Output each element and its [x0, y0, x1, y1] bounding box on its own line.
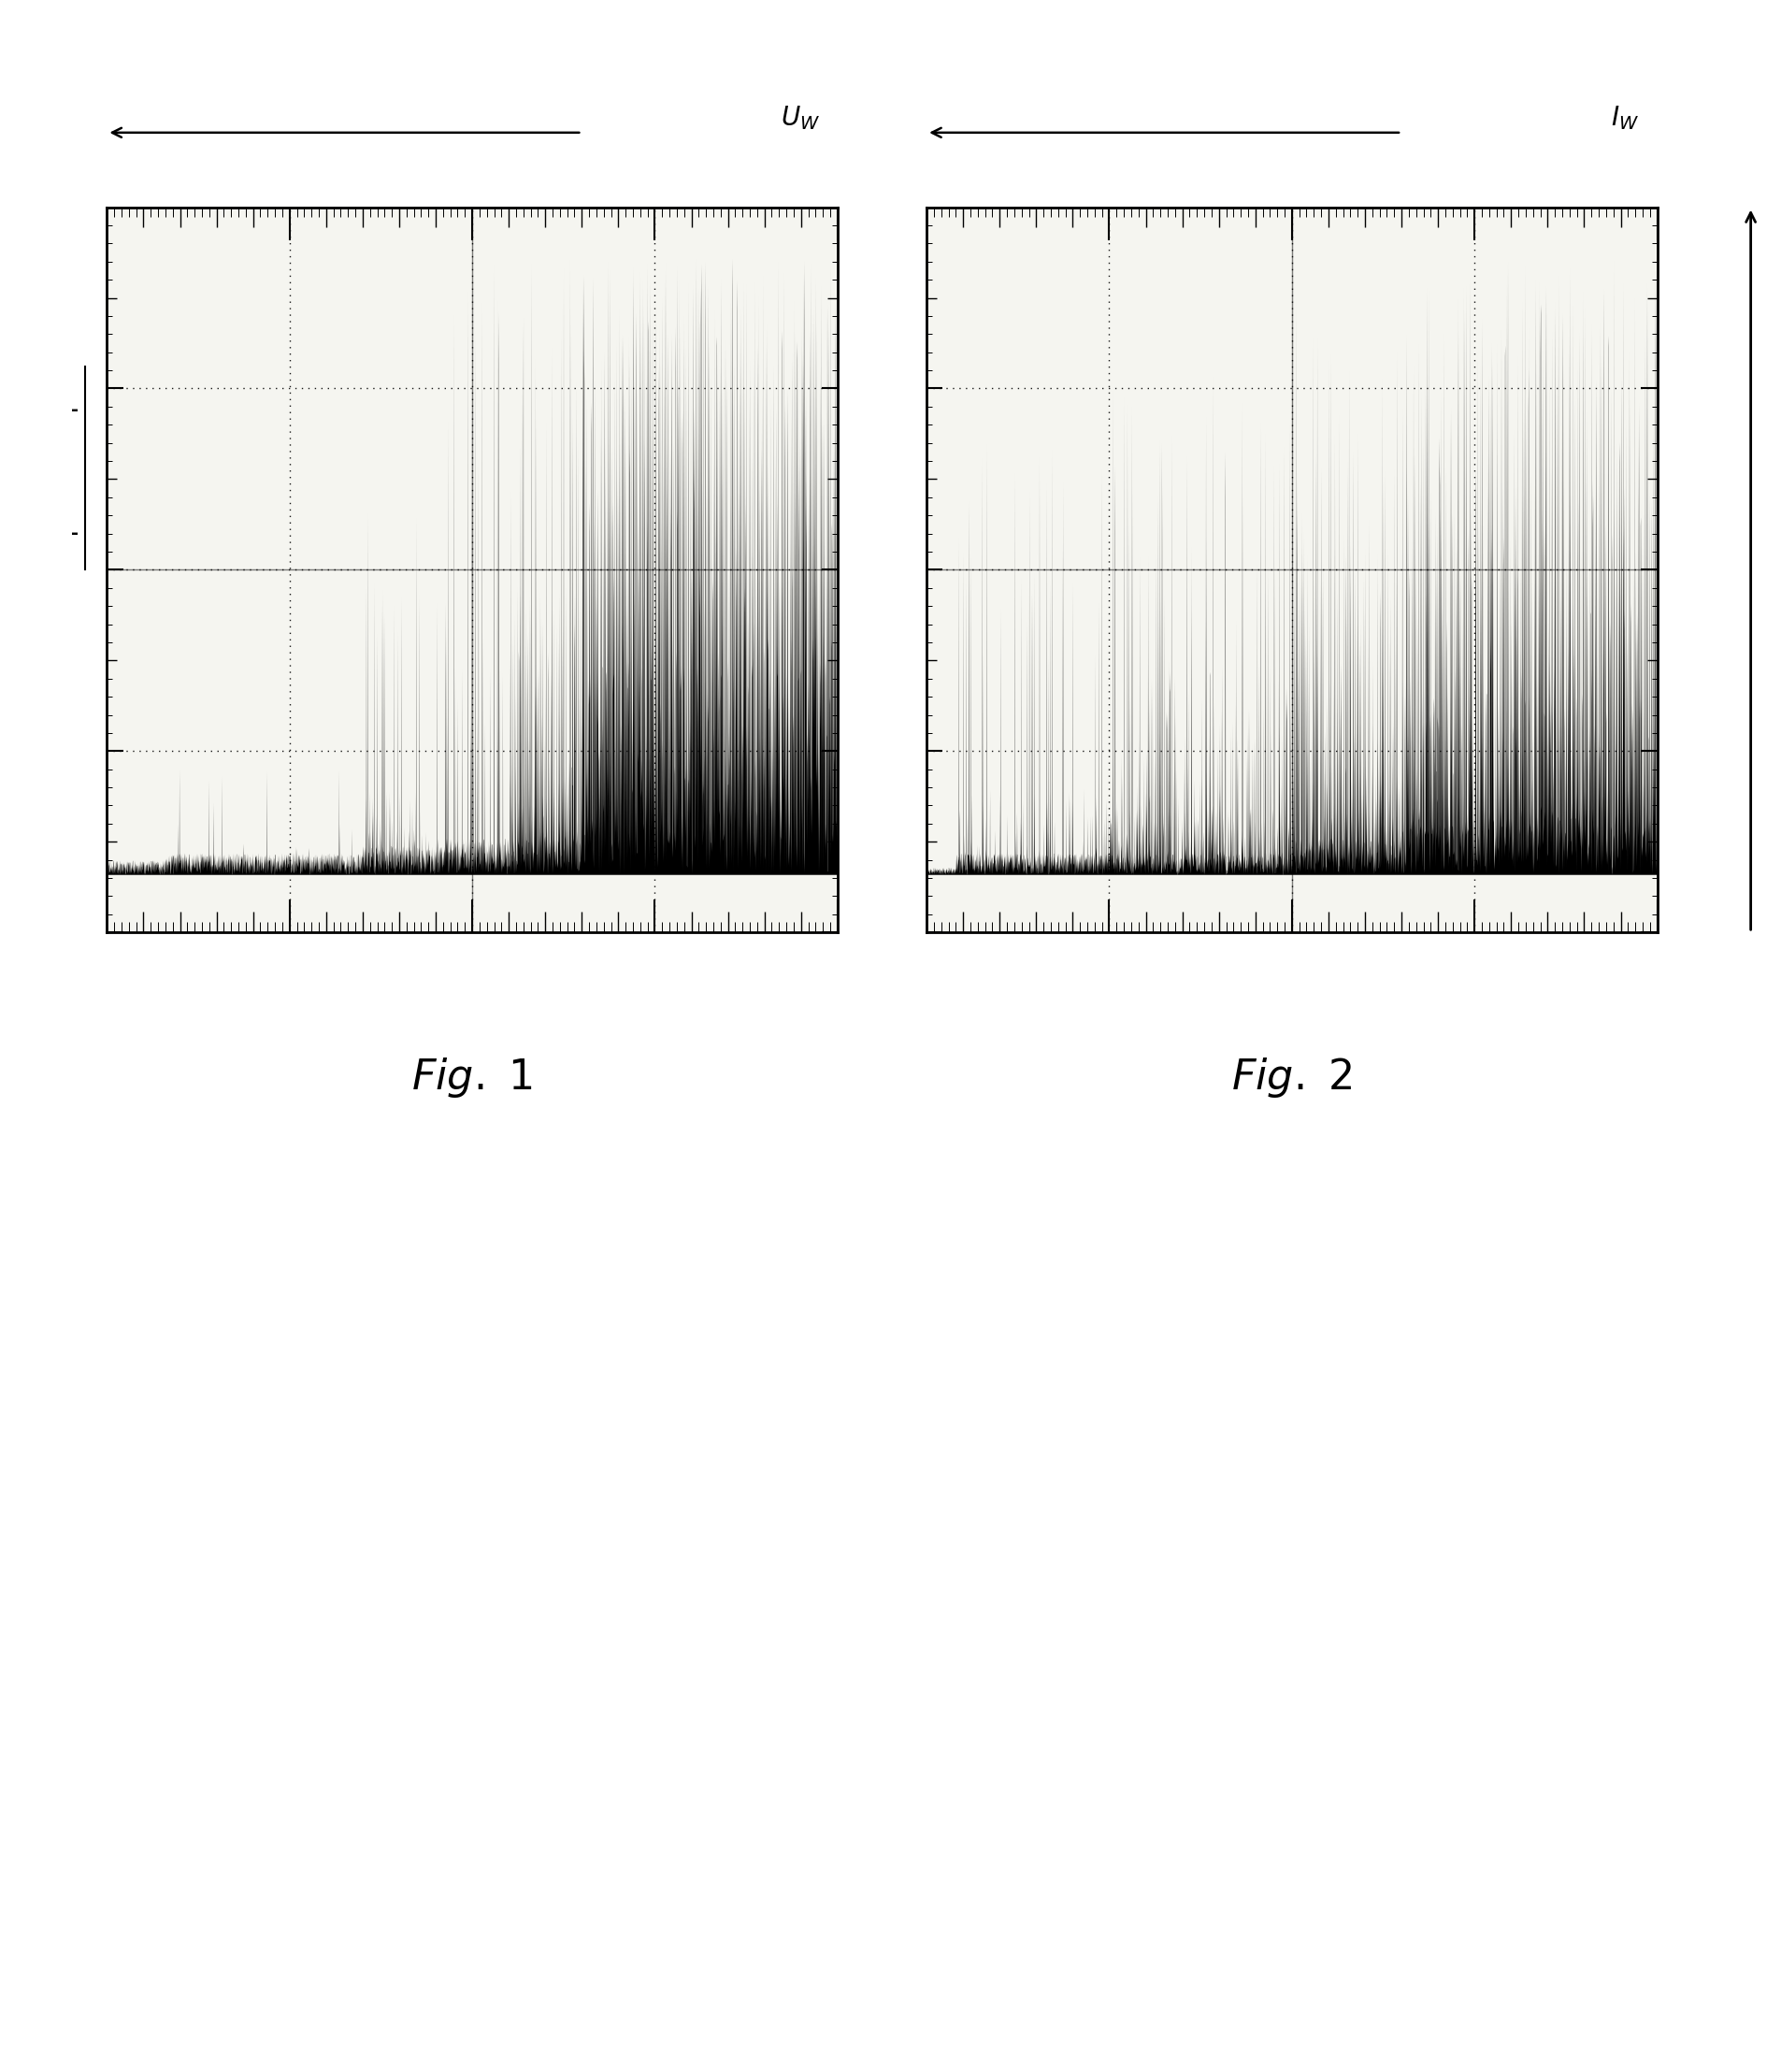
Text: $I_W$: $I_W$: [1610, 104, 1639, 133]
Text: $Fig.\ 1$: $Fig.\ 1$: [411, 1055, 533, 1100]
Text: $U_W$: $U_W$: [780, 104, 819, 133]
Text: -: -: [71, 524, 78, 543]
Text: -: -: [71, 402, 78, 419]
Text: $Fig.\ 2$: $Fig.\ 2$: [1231, 1055, 1352, 1100]
